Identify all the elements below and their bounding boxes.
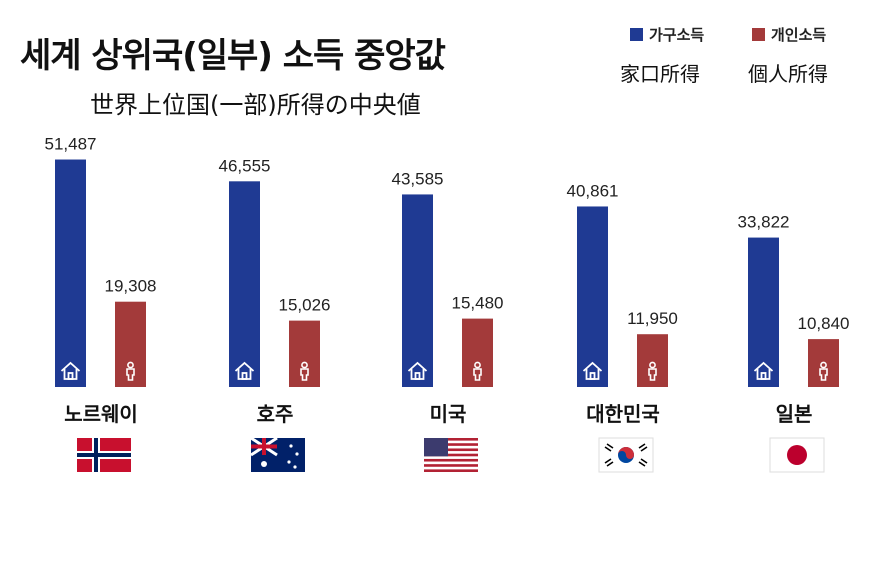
- data-label: 10,840: [798, 314, 850, 333]
- japan-flag: [769, 437, 825, 473]
- house-icon: [753, 361, 774, 380]
- australia-flag: [250, 436, 305, 472]
- person-icon: [648, 361, 657, 381]
- person-icon: [473, 361, 482, 381]
- category-label: 일본: [776, 402, 813, 426]
- house-icon: [234, 361, 255, 380]
- house-icon: [582, 361, 603, 380]
- legend-individual: 개인소득: [752, 24, 826, 45]
- data-label: 43,585: [392, 169, 444, 188]
- korea-flag: [598, 437, 654, 473]
- category-label: 호주: [257, 402, 294, 426]
- bar-individual: [637, 334, 668, 387]
- legend-household-swatch: [630, 28, 643, 41]
- bar-household: [748, 237, 779, 387]
- data-label: 33,822: [738, 213, 790, 232]
- legend-household-ja: 家口所得: [620, 62, 700, 86]
- bar-individual: [289, 320, 320, 387]
- usa-flag: [424, 438, 478, 472]
- bar-individual: [115, 301, 146, 387]
- category-label: 대한민국: [586, 402, 660, 426]
- data-label: 40,861: [567, 181, 619, 200]
- bar-household: [55, 159, 86, 387]
- legend-household: 가구소득: [630, 24, 704, 45]
- bar-individual: [462, 318, 493, 387]
- legend-individual-swatch: [752, 28, 765, 41]
- legend-individual-label: 개인소득: [771, 26, 827, 44]
- bar-household: [402, 194, 433, 387]
- house-icon: [60, 361, 81, 380]
- data-label: 46,555: [219, 156, 271, 175]
- data-label: 15,480: [452, 294, 504, 313]
- bar-household: [577, 206, 608, 387]
- legend-individual-ja: 個人所得: [748, 62, 828, 86]
- person-icon: [126, 361, 135, 381]
- norway-flag: [77, 438, 131, 472]
- data-label: 11,950: [627, 309, 678, 328]
- person-icon: [819, 361, 828, 381]
- data-label: 15,026: [279, 296, 331, 315]
- chart-subtitle: 世界上位国(一部)所得の中央値: [90, 91, 421, 119]
- bar-household: [229, 181, 260, 387]
- category-label: 미국: [430, 402, 467, 426]
- data-label: 51,487: [45, 135, 97, 154]
- house-icon: [407, 361, 428, 380]
- person-icon: [300, 361, 309, 381]
- chart-title: 세계 상위국(일부) 소득 중앙값: [20, 36, 446, 76]
- data-label: 19,308: [105, 277, 157, 296]
- legend-household-label: 가구소득: [649, 26, 705, 44]
- category-label: 노르웨이: [64, 402, 138, 426]
